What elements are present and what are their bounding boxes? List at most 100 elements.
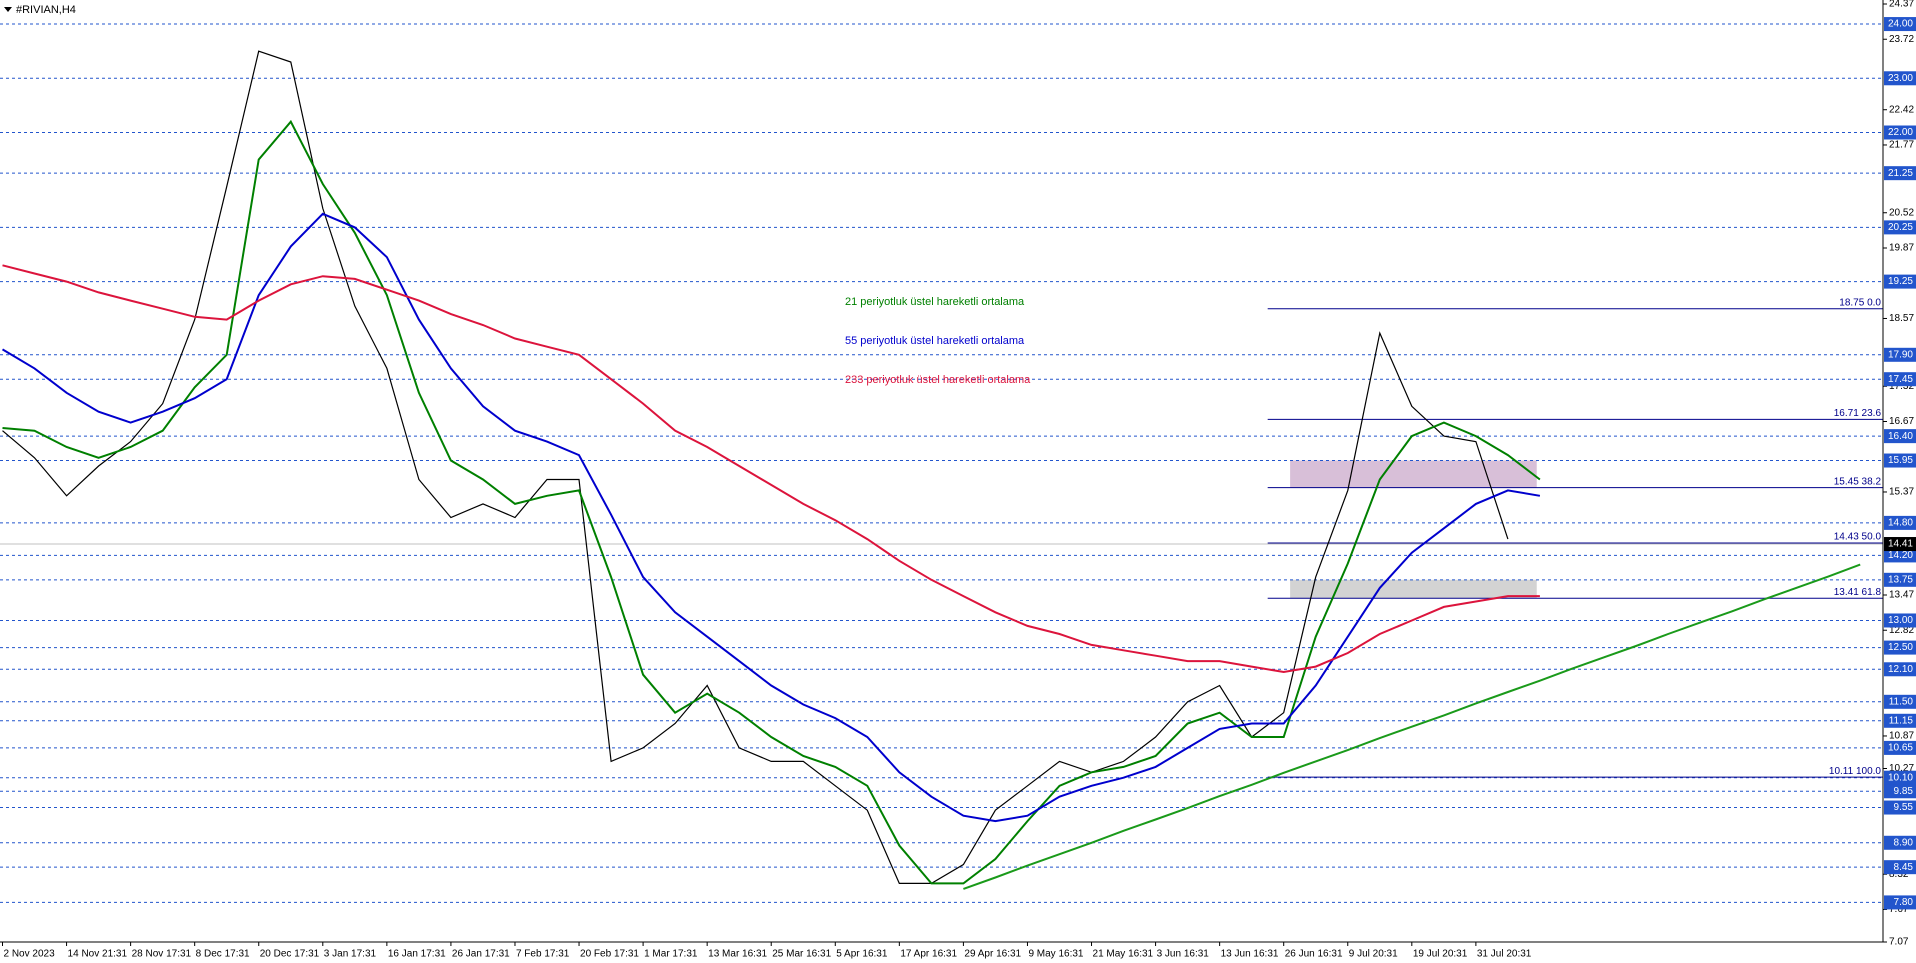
x-tick-label: 8 Dec 17:31 bbox=[196, 949, 250, 960]
x-tick-label: 16 Jan 17:31 bbox=[388, 949, 446, 960]
zone bbox=[1290, 579, 1537, 599]
y-tick-label: 23.72 bbox=[1889, 34, 1914, 45]
level-label: 15.95 bbox=[1888, 455, 1913, 466]
level-tag bbox=[1884, 572, 1916, 587]
price-tag bbox=[1884, 537, 1916, 552]
level-tag bbox=[1884, 372, 1916, 387]
x-tick-label: 20 Dec 17:31 bbox=[260, 949, 320, 960]
level-label: 17.90 bbox=[1888, 349, 1913, 360]
level-tag bbox=[1884, 274, 1916, 289]
level-label: 9.55 bbox=[1894, 802, 1914, 813]
y-tick-label: 13.47 bbox=[1889, 590, 1914, 601]
level-label: 11.50 bbox=[1889, 696, 1914, 707]
x-tick-label: 9 Jul 20:31 bbox=[1349, 949, 1398, 960]
level-tag bbox=[1884, 640, 1916, 655]
y-tick-label: 10.87 bbox=[1889, 731, 1914, 742]
x-tick-label: 1 Mar 17:31 bbox=[644, 949, 698, 960]
level-label: 10.10 bbox=[1888, 772, 1913, 783]
x-tick-label: 21 May 16:31 bbox=[1093, 949, 1154, 960]
x-tick-label: 20 Feb 17:31 bbox=[580, 949, 639, 960]
level-label: 13.00 bbox=[1888, 615, 1913, 626]
zone bbox=[1290, 460, 1537, 488]
level-label: 24.00 bbox=[1888, 19, 1913, 30]
level-tag bbox=[1884, 860, 1916, 875]
level-label: 13.75 bbox=[1888, 574, 1913, 585]
level-label: 14.20 bbox=[1888, 550, 1913, 561]
x-tick-label: 13 Mar 16:31 bbox=[708, 949, 767, 960]
fib-label: 13.41 61.8 bbox=[1834, 587, 1882, 598]
annotation: 55 periyotluk üstel hareketli ortalama bbox=[845, 335, 1025, 347]
fib-label: 18.75 0.0 bbox=[1839, 297, 1881, 308]
chart-title: #RIVIAN,H4 bbox=[16, 4, 76, 16]
level-tag bbox=[1884, 613, 1916, 628]
y-tick-label: 7.67 bbox=[1889, 904, 1909, 915]
x-tick-label: 13 Jun 16:31 bbox=[1221, 949, 1279, 960]
level-label: 17.45 bbox=[1888, 374, 1913, 385]
series-line bbox=[963, 563, 1861, 890]
level-label: 12.50 bbox=[1888, 642, 1913, 653]
level-label: 7.80 bbox=[1894, 897, 1914, 908]
level-label: 20.25 bbox=[1888, 222, 1913, 233]
x-tick-label: 3 Jan 17:31 bbox=[324, 949, 377, 960]
y-tick-label: 12.82 bbox=[1889, 625, 1914, 636]
x-tick-label: 29 Apr 16:31 bbox=[964, 949, 1021, 960]
x-tick-label: 9 May 16:31 bbox=[1028, 949, 1083, 960]
y-tick-label: 8.32 bbox=[1889, 869, 1909, 880]
y-tick-label: 7.07 bbox=[1889, 937, 1909, 948]
series-line bbox=[2, 264, 1540, 674]
level-tag bbox=[1884, 800, 1916, 815]
level-tag bbox=[1884, 835, 1916, 850]
x-tick-label: 26 Jan 17:31 bbox=[452, 949, 510, 960]
level-tag bbox=[1884, 71, 1916, 86]
level-tag bbox=[1884, 347, 1916, 362]
level-label: 10.65 bbox=[1888, 743, 1913, 754]
y-tick-label: 22.42 bbox=[1889, 104, 1914, 115]
annotation: 21 periyotluk üstel hareketli ortalama bbox=[845, 296, 1025, 308]
fib-label: 15.45 38.2 bbox=[1834, 476, 1882, 487]
level-tag bbox=[1884, 453, 1916, 468]
level-tag bbox=[1884, 740, 1916, 755]
menu-arrow[interactable] bbox=[4, 7, 12, 12]
level-label: 12.10 bbox=[1888, 664, 1913, 675]
x-tick-label: 2 Nov 2023 bbox=[4, 949, 56, 960]
price-label: 14.41 bbox=[1888, 539, 1913, 550]
x-tick-label: 19 Jul 20:31 bbox=[1413, 949, 1468, 960]
y-tick-label: 17.32 bbox=[1889, 381, 1914, 392]
level-tag bbox=[1884, 770, 1916, 785]
level-label: 23.00 bbox=[1888, 73, 1913, 84]
level-label: 21.25 bbox=[1888, 168, 1913, 179]
annotation: 233 periyotluk üstel hareketli ortalama bbox=[845, 374, 1031, 386]
x-tick-label: 17 Apr 16:31 bbox=[900, 949, 957, 960]
y-tick-label: 18.57 bbox=[1889, 313, 1914, 324]
level-label: 8.90 bbox=[1894, 837, 1914, 848]
level-label: 16.40 bbox=[1888, 431, 1913, 442]
level-label: 11.15 bbox=[1889, 715, 1914, 726]
y-tick-label: 24.37 bbox=[1889, 0, 1914, 10]
x-tick-label: 14 Nov 21:31 bbox=[68, 949, 128, 960]
x-tick-label: 26 Jun 16:31 bbox=[1285, 949, 1343, 960]
series-line bbox=[2, 119, 1541, 885]
level-tag bbox=[1884, 515, 1916, 530]
level-label: 14.80 bbox=[1888, 518, 1913, 529]
level-tag bbox=[1884, 220, 1916, 235]
level-tag bbox=[1884, 713, 1916, 728]
level-tag bbox=[1884, 694, 1916, 709]
level-label: 22.00 bbox=[1888, 127, 1913, 138]
level-tag bbox=[1884, 429, 1916, 444]
level-tag bbox=[1884, 166, 1916, 181]
y-tick-label: 16.67 bbox=[1889, 416, 1914, 427]
y-tick-label: 10.27 bbox=[1889, 763, 1914, 774]
y-tick-label: 19.87 bbox=[1889, 243, 1914, 254]
y-tick-label: 15.37 bbox=[1889, 487, 1914, 498]
x-tick-label: 3 Jun 16:31 bbox=[1157, 949, 1210, 960]
fib-label: 14.43 50.0 bbox=[1834, 532, 1882, 543]
level-tag bbox=[1884, 17, 1916, 32]
level-label: 9.85 bbox=[1894, 786, 1914, 797]
series-line bbox=[1, 212, 1541, 823]
level-tag bbox=[1884, 662, 1916, 677]
level-tag bbox=[1884, 784, 1916, 799]
series-line bbox=[2, 50, 1509, 884]
level-tag bbox=[1884, 895, 1916, 910]
